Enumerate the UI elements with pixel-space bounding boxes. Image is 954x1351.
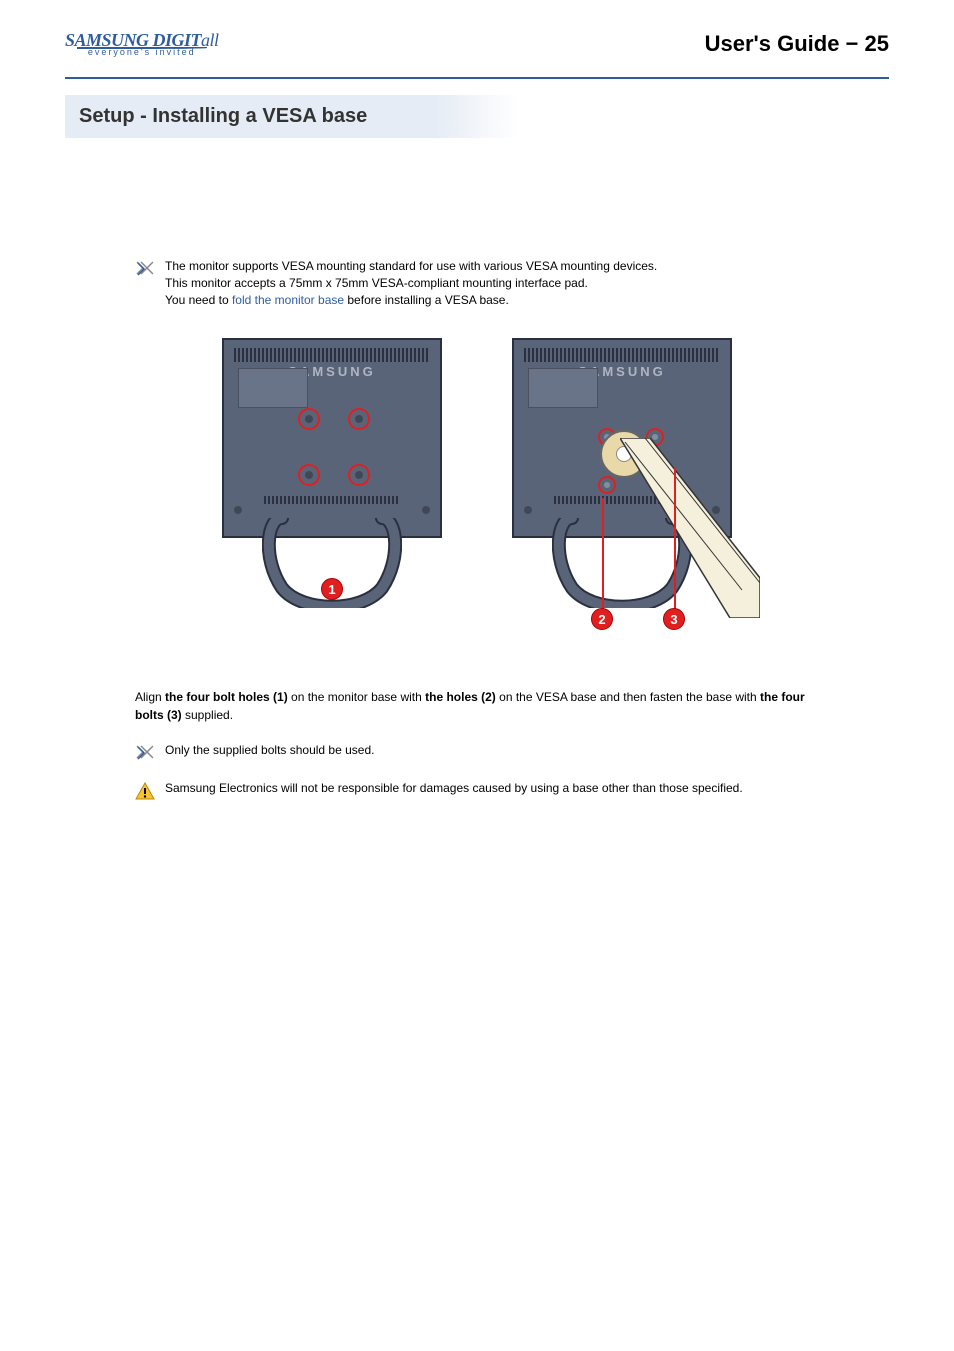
warning-text: Samsung Electronics will not be responsi…: [165, 780, 743, 797]
warning-icon: [135, 782, 155, 800]
intro-line3: You need to fold the monitor base before…: [165, 292, 657, 309]
figures-row: SAMSUNG 1: [135, 338, 819, 638]
callout-line-3: [674, 468, 676, 618]
bolt-hole-4: [348, 464, 370, 486]
header-divider: [65, 77, 889, 79]
side-hole-left: [234, 506, 242, 514]
monitor-stand-1: 1: [262, 518, 402, 608]
vesa-hole-3: [598, 476, 616, 494]
brand-logo: SAMSUNG DIGITall everyone's invited: [65, 30, 219, 57]
figure-2: SAMSUNG: [502, 338, 742, 638]
page-number: 25: [865, 31, 889, 56]
note-icon: [135, 260, 155, 278]
supplied-bolts-text: Only the supplied bolts should be used.: [165, 742, 374, 759]
intro-note: The monitor supports VESA mounting stand…: [135, 258, 819, 308]
content-area: The monitor supports VESA mounting stand…: [65, 258, 889, 800]
warning-note: Samsung Electronics will not be responsi…: [135, 780, 819, 800]
page-header: SAMSUNG DIGITall everyone's invited User…: [65, 30, 889, 77]
supplied-bolts-note: Only the supplied bolts should be used.: [135, 742, 819, 762]
intro-text: The monitor supports VESA mounting stand…: [165, 258, 657, 308]
top-vent-2: [524, 348, 720, 362]
badge-1: 1: [321, 578, 343, 600]
logo-tagline: everyone's invited: [88, 47, 196, 57]
top-vent: [234, 348, 430, 362]
intro-line2: This monitor accepts a 75mm x 75mm VESA-…: [165, 275, 657, 292]
side-hole-left-2: [524, 506, 532, 514]
bottom-vent: [264, 496, 400, 504]
monitor-back-1: SAMSUNG: [222, 338, 442, 538]
badge-3: 3: [663, 608, 685, 630]
guide-label: User's Guide: [705, 31, 840, 56]
bolt-hole-3: [298, 464, 320, 486]
section-title: Setup - Installing a VESA base: [65, 95, 889, 138]
intro-line1: The monitor supports VESA mounting stand…: [165, 258, 657, 275]
panel-label-2: [528, 368, 598, 408]
screwdriver: [620, 438, 760, 618]
figure-1: SAMSUNG 1: [212, 338, 452, 638]
guide-title: User's Guide − 25: [705, 31, 889, 57]
callout-line-2: [602, 498, 604, 618]
bolt-hole-2: [348, 408, 370, 430]
bolt-hole-1: [298, 408, 320, 430]
instruction-text: Align the four bolt holes (1) on the mon…: [135, 688, 819, 724]
note-icon-2: [135, 744, 155, 762]
guide-sep: −: [839, 31, 864, 56]
fold-base-link[interactable]: fold the monitor base: [232, 293, 344, 307]
panel-label: [238, 368, 308, 408]
side-hole-right: [422, 506, 430, 514]
badge-2: 2: [591, 608, 613, 630]
